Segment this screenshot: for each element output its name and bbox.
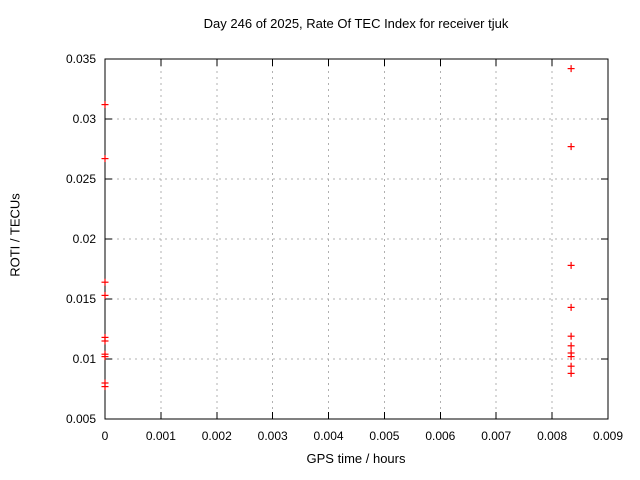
x-tick-label: 0.003 — [257, 429, 288, 443]
x-tick-label: 0.007 — [481, 429, 512, 443]
x-tick-label: 0.005 — [369, 429, 400, 443]
y-tick-label: 0.01 — [72, 352, 96, 366]
y-tick-label: 0.015 — [65, 292, 96, 306]
x-tick-label: 0.002 — [201, 429, 232, 443]
x-tick-label: 0.001 — [145, 429, 176, 443]
chart-title: Day 246 of 2025, Rate Of TEC Index for r… — [203, 16, 509, 31]
x-axis-label: GPS time / hours — [306, 451, 406, 466]
x-tick-label: 0 — [101, 429, 109, 443]
x-tick-label: 0.006 — [425, 429, 456, 443]
x-tick-label: 0.009 — [592, 429, 624, 443]
y-tick-label: 0.03 — [72, 112, 96, 126]
y-tick-label: 0.025 — [65, 172, 96, 186]
y-tick-label: 0.035 — [65, 52, 96, 66]
y-tick-label: 0.005 — [65, 412, 96, 426]
y-tick-label: 0.02 — [72, 232, 96, 246]
x-tick-label: 0.008 — [537, 429, 568, 443]
x-tick-label: 0.004 — [313, 429, 344, 443]
